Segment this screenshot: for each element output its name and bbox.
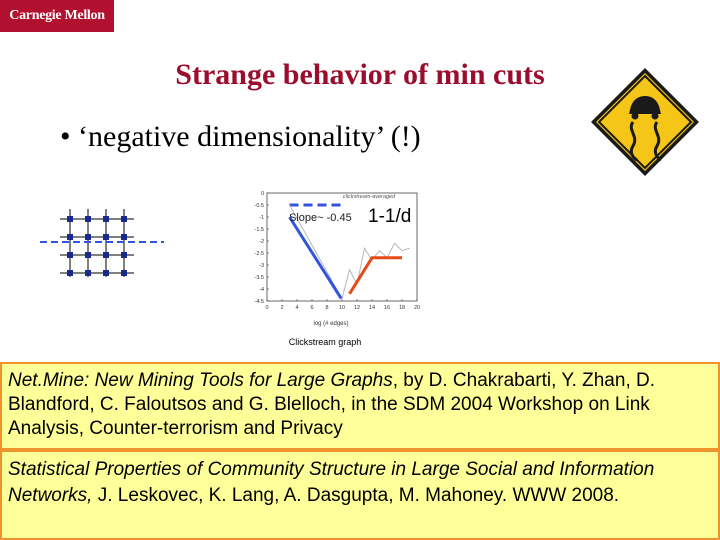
series-line-fit-red — [348, 256, 402, 295]
x-axis-label: log (# edges) — [313, 321, 348, 327]
y-tick-label: -4 — [259, 287, 264, 293]
mincut-plot: 0 2 4 6 8 10 12 14 16 18 20 0 -0.5 -1 -1.5 -2 -2.5 -3 -3.5… — [255, 191, 421, 347]
grid-node — [103, 252, 109, 258]
grid-node — [67, 270, 73, 276]
y-tick-label: -4.5 — [255, 299, 264, 305]
y-tick-label: -3.5 — [255, 275, 264, 281]
plot-frame — [266, 192, 418, 302]
y-tick-label: -1.5 — [255, 227, 264, 233]
grid-node — [103, 234, 109, 240]
x-tick-label: 8 — [325, 305, 328, 311]
slide-title: Strange behavior of min cuts — [175, 58, 545, 91]
grid-node — [103, 270, 109, 276]
grid-node — [85, 270, 91, 276]
reference-1-text: , by D. Chakrabarti, Y. Zhan, D. Blandfo… — [8, 370, 656, 439]
reference-box-2: Statistical Properties of Community Stru… — [0, 450, 720, 540]
x-tick-label: 4 — [295, 305, 298, 311]
grid-node — [121, 216, 127, 222]
bullet-text: ‘negative dimensionality’ (!) — [78, 120, 421, 153]
x-tick-label: 18 — [399, 305, 405, 311]
reference-2-text: J. Leskovec, K. Lang, A. Dasgupta, M. Ma… — [92, 485, 620, 506]
y-tick-label: -2 — [259, 239, 264, 245]
bullet-point: • ‘negative dimensionality’ (!) — [60, 120, 421, 154]
y-tick-label: -2.5 — [255, 251, 264, 257]
reference-2-title: Statistical Properties of Community Stru… — [8, 459, 655, 506]
grid-node — [85, 216, 91, 222]
grid-node — [121, 234, 127, 240]
grid-node — [67, 252, 73, 258]
grid-node — [85, 234, 91, 240]
y-tick-label: -1 — [259, 215, 264, 221]
x-tick-label: 0 — [265, 305, 268, 311]
grid-node — [103, 216, 109, 222]
slope-annotation: Slope~ -0.45 — [289, 212, 352, 224]
y-tick-label: -0.5 — [255, 203, 264, 209]
grid-node — [121, 252, 127, 258]
slippery-road-sign-icon — [591, 68, 699, 176]
grid-node — [121, 270, 127, 276]
x-tick-label: 10 — [339, 305, 345, 311]
y-tick-label: -3 — [259, 263, 264, 269]
grid-node — [67, 216, 73, 222]
chart-caption: Clickstream graph — [289, 337, 362, 347]
chart-title: clickstream-averaged — [343, 194, 396, 200]
reference-box-1: Net.Mine: New Mining Tools for Large Gra… — [0, 362, 720, 450]
reference-1-title: Net.Mine: New Mining Tools for Large Gra… — [8, 370, 393, 391]
lattice-grid-figure — [40, 209, 164, 277]
x-tick-label: 6 — [310, 305, 313, 311]
university-logo: Carnegie Mellon — [0, 0, 114, 32]
y-tick-label: 0 — [261, 191, 264, 197]
dimension-annotation: 1-1/d — [368, 206, 412, 227]
grid-node — [67, 234, 73, 240]
x-tick-label: 14 — [369, 305, 375, 311]
x-tick-label: 16 — [384, 305, 390, 311]
x-tick-label: 12 — [354, 305, 360, 311]
logo-text: Carnegie Mellon — [9, 8, 105, 23]
bullet-marker: • — [60, 120, 71, 153]
series-line-fit-blue — [288, 216, 343, 300]
x-tick-label: 20 — [414, 305, 420, 311]
grid-node — [85, 252, 91, 258]
x-tick-label: 2 — [280, 305, 283, 311]
